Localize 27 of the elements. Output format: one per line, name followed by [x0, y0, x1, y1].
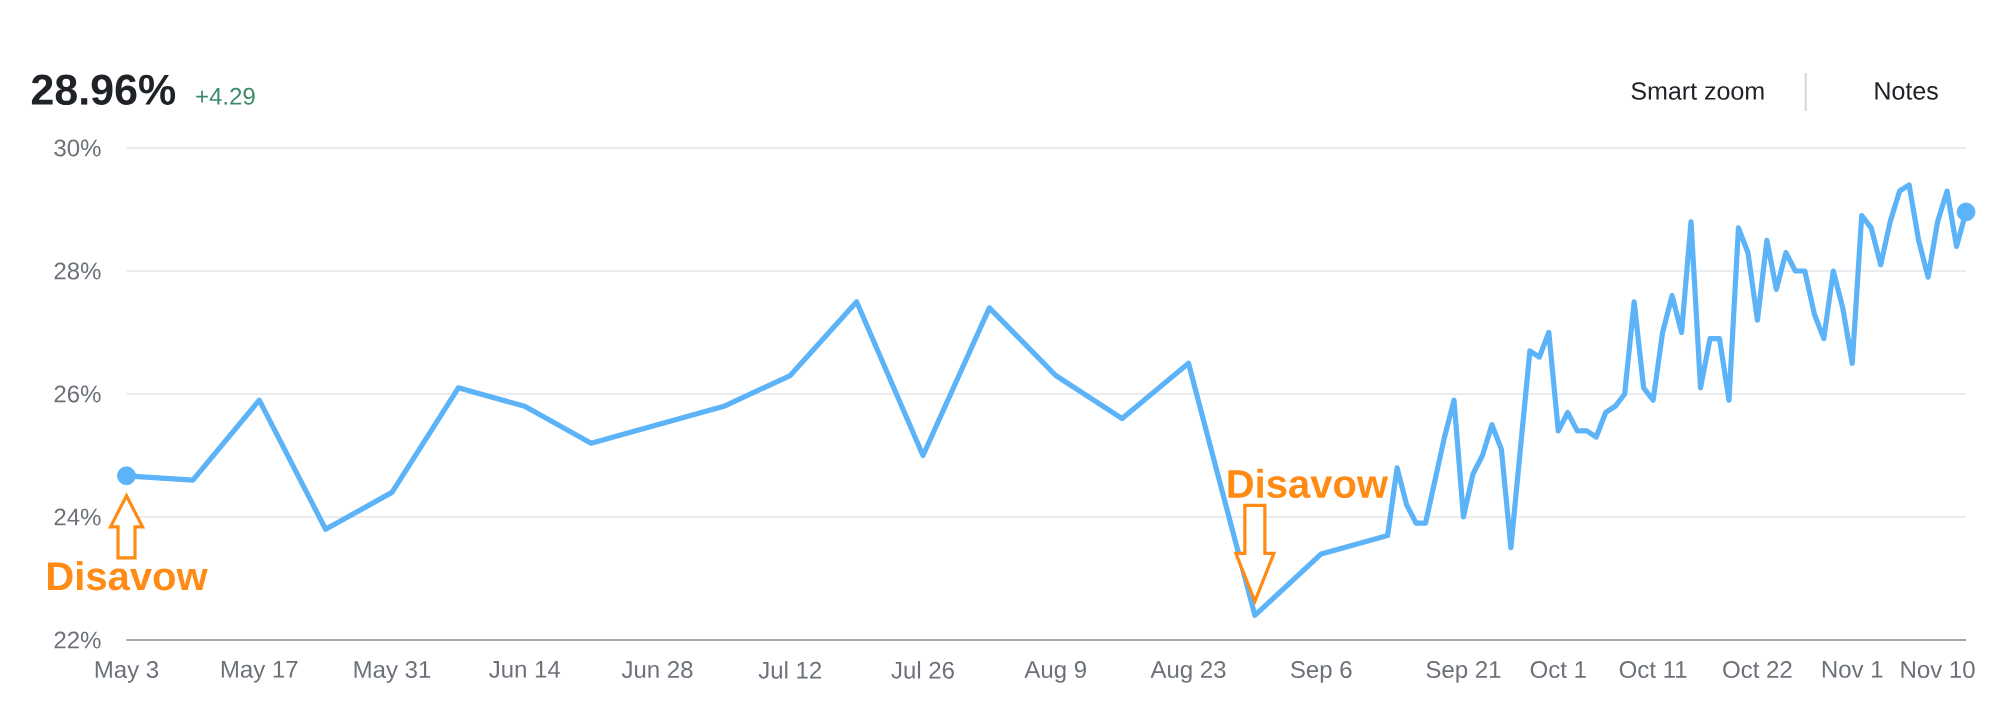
y-tick-label: 28%: [54, 262, 101, 280]
x-tick-label: May 31: [354, 661, 431, 683]
x-tick-label: May 17: [221, 661, 298, 683]
text: 28.96%: [31, 74, 176, 105]
x-tick-label: Jun 14: [489, 661, 561, 678]
y-tick-label: 26%: [54, 385, 101, 403]
x-tick-label: Jul 26: [891, 661, 954, 679]
x-tick-label: Aug 23: [1150, 661, 1226, 683]
x-tick-label: May 3: [95, 661, 159, 683]
x-tick-label: Nov 10: [1901, 661, 1975, 679]
annotation: Disavow: [48, 561, 208, 591]
text: Notes: [1875, 82, 1938, 100]
text: Smart zoom: [1631, 82, 1764, 100]
y-tick-label: 30%: [54, 139, 101, 157]
x-tick-label: Sep 6: [1290, 661, 1352, 683]
text: +4.29: [196, 87, 255, 105]
x-tick-label: Aug 9: [1024, 661, 1086, 683]
x-tick-label: Oct 11: [1619, 661, 1687, 679]
x-tick-label: Oct 22: [1723, 661, 1792, 679]
x-tick-label: Jun 28: [621, 661, 693, 679]
x-tick-label: Nov 1: [1822, 661, 1883, 678]
y-tick-label: 22%: [54, 631, 101, 649]
annotation: Disavow: [1228, 468, 1389, 499]
x-tick-label: Oct 1: [1530, 661, 1586, 679]
x-tick-label: Jul 12: [758, 661, 822, 679]
x-tick-label: Sep 21: [1426, 661, 1501, 683]
y-tick-label: 24%: [54, 508, 101, 526]
